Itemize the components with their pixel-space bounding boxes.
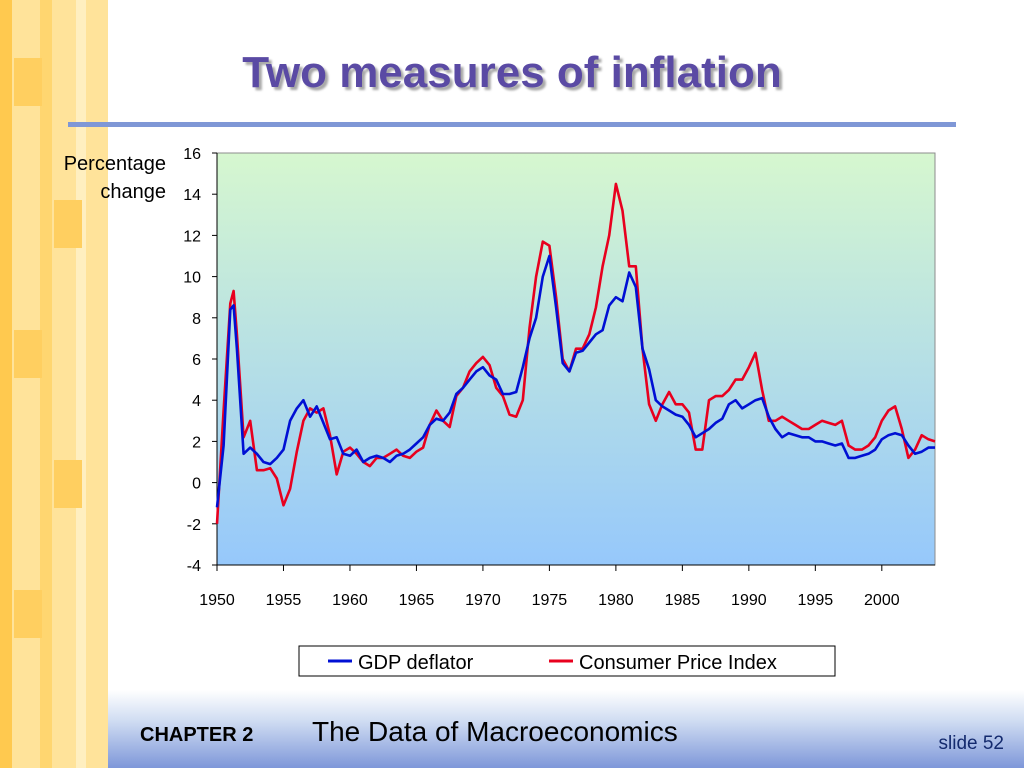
y-tick-label: 4 bbox=[192, 393, 201, 410]
inflation-line-chart: -4 -2 0 2 4 6 8 10 12 14 16 1950 1955 1960 1965 1970 19… bbox=[183, 146, 936, 677]
y-tick-label: 14 bbox=[183, 187, 201, 204]
x-tick-label: 1950 bbox=[199, 592, 235, 609]
x-tick-label: 1970 bbox=[465, 592, 501, 609]
y-tick-label: 12 bbox=[183, 228, 201, 245]
y-tick-label: 16 bbox=[183, 146, 201, 163]
strip-column bbox=[76, 0, 86, 768]
x-tick-label: 1990 bbox=[731, 592, 767, 609]
y-tick-label: 10 bbox=[183, 270, 201, 287]
x-tick-label: 2000 bbox=[864, 592, 900, 609]
decorative-side-strip bbox=[0, 0, 108, 768]
strip-block bbox=[14, 590, 42, 638]
y-tick-label: 6 bbox=[192, 352, 201, 369]
series-line-gdp-deflator bbox=[215, 254, 935, 508]
y-tick-label: -4 bbox=[187, 558, 201, 575]
x-tick-label: 1965 bbox=[399, 592, 435, 609]
strip-column bbox=[40, 0, 52, 768]
footer-chapter: CHAPTER 2 bbox=[140, 724, 254, 746]
slide-title: Two measures of inflation bbox=[242, 48, 782, 97]
x-tick-label: 1980 bbox=[598, 592, 634, 609]
y-tick-label: 2 bbox=[192, 434, 201, 451]
strip-column bbox=[0, 0, 12, 768]
legend-label-cpi: Consumer Price Index bbox=[579, 652, 777, 674]
strip-block bbox=[54, 200, 82, 248]
x-tick-label: 1995 bbox=[798, 592, 834, 609]
y-tick-label: -2 bbox=[187, 517, 201, 534]
legend-label-gdp-deflator: GDP deflator bbox=[358, 652, 474, 674]
strip-block bbox=[14, 330, 42, 378]
y-axis-label-line2: change bbox=[100, 181, 166, 203]
title-underline bbox=[68, 122, 956, 127]
footer-band bbox=[108, 690, 1024, 768]
plot-area bbox=[216, 152, 936, 566]
strip-block bbox=[14, 58, 42, 106]
y-axis-label: Percentage change bbox=[64, 150, 166, 206]
y-tick-label: 8 bbox=[192, 311, 201, 328]
footer-chapter-title: The Data of Macroeconomics bbox=[312, 716, 678, 747]
y-tick-label: 0 bbox=[192, 476, 201, 493]
x-tick-label: 1985 bbox=[665, 592, 701, 609]
x-tick-label: 1975 bbox=[532, 592, 568, 609]
y-axis-label-line1: Percentage bbox=[63, 153, 166, 175]
strip-block bbox=[54, 460, 82, 508]
slide-number: slide 52 bbox=[938, 733, 1005, 754]
x-tick-label: 1960 bbox=[332, 592, 368, 609]
x-tick-label: 1955 bbox=[266, 592, 302, 609]
